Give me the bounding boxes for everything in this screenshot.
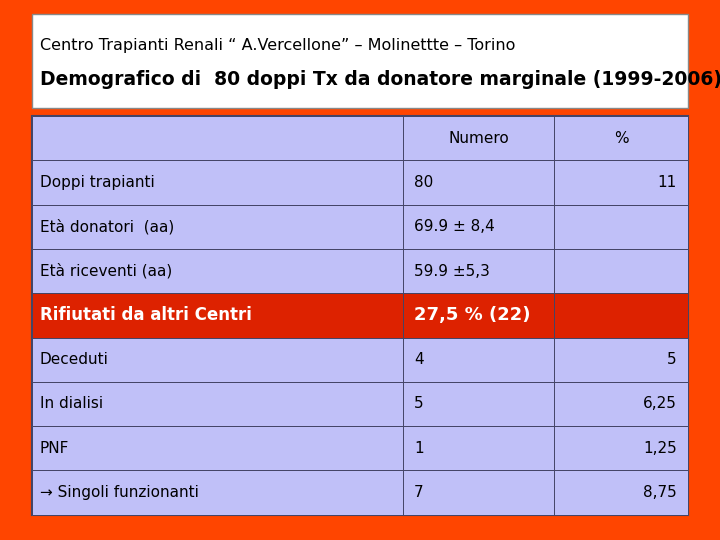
- FancyBboxPatch shape: [32, 249, 688, 293]
- FancyBboxPatch shape: [32, 470, 688, 515]
- Text: → Singoli funzionanti: → Singoli funzionanti: [40, 485, 199, 500]
- FancyBboxPatch shape: [32, 426, 688, 470]
- Text: Rifiutati da altri Centri: Rifiutati da altri Centri: [40, 306, 251, 325]
- Text: 59.9 ±5,3: 59.9 ±5,3: [414, 264, 490, 279]
- Text: Doppi trapianti: Doppi trapianti: [40, 175, 154, 190]
- FancyBboxPatch shape: [32, 14, 688, 108]
- Text: Centro Trapianti Renali “ A.Vercellone” – Molinettte – Torino: Centro Trapianti Renali “ A.Vercellone” …: [40, 38, 515, 53]
- Text: 8,75: 8,75: [643, 485, 677, 500]
- Text: 69.9 ± 8,4: 69.9 ± 8,4: [414, 219, 495, 234]
- Text: In dialisi: In dialisi: [40, 396, 103, 411]
- FancyBboxPatch shape: [32, 293, 688, 338]
- Text: Deceduti: Deceduti: [40, 352, 109, 367]
- Text: 11: 11: [657, 175, 677, 190]
- FancyBboxPatch shape: [32, 116, 688, 515]
- Text: 7: 7: [414, 485, 423, 500]
- Text: 5: 5: [414, 396, 423, 411]
- FancyBboxPatch shape: [32, 205, 688, 249]
- Text: %: %: [613, 131, 629, 146]
- Text: 1: 1: [414, 441, 423, 456]
- FancyBboxPatch shape: [32, 338, 688, 382]
- Text: 4: 4: [414, 352, 423, 367]
- Text: Demografico di  80 doppi Tx da donatore marginale (1999-2006): Demografico di 80 doppi Tx da donatore m…: [40, 70, 720, 89]
- Text: Età donatori  (aa): Età donatori (aa): [40, 219, 174, 234]
- Text: Numero: Numero: [449, 131, 509, 146]
- Text: 1,25: 1,25: [643, 441, 677, 456]
- Text: 80: 80: [414, 175, 433, 190]
- FancyBboxPatch shape: [32, 382, 688, 426]
- FancyBboxPatch shape: [32, 160, 688, 205]
- Text: 6,25: 6,25: [643, 396, 677, 411]
- Text: Età riceventi (aa): Età riceventi (aa): [40, 264, 172, 279]
- Text: PNF: PNF: [40, 441, 69, 456]
- Text: 5: 5: [667, 352, 677, 367]
- Text: 27,5 % (22): 27,5 % (22): [414, 306, 531, 325]
- FancyBboxPatch shape: [32, 116, 688, 160]
